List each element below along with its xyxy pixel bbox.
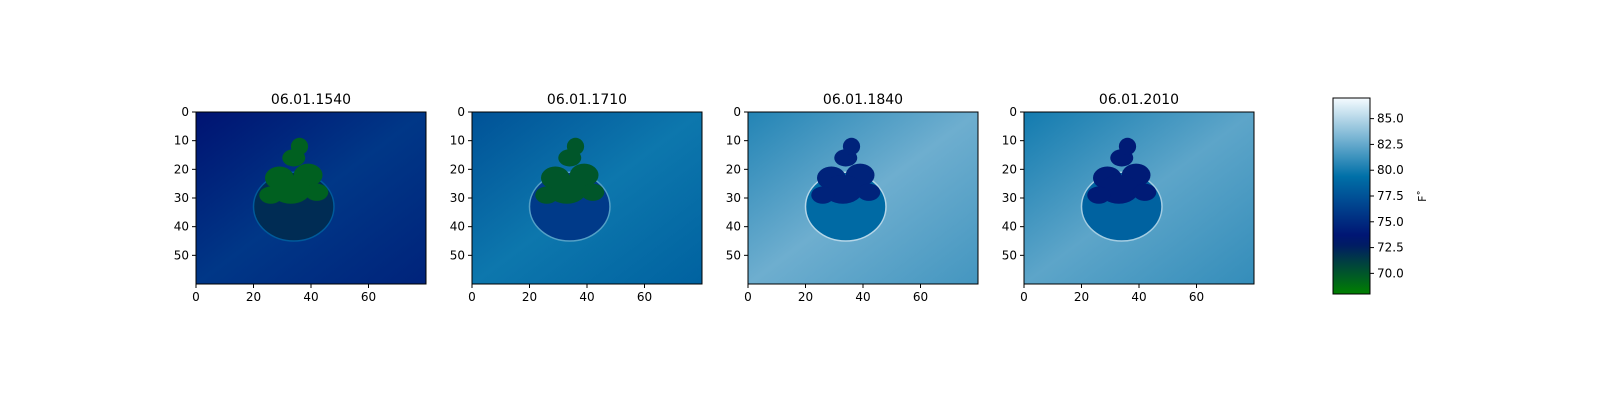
y-tick-label: 40 <box>450 220 465 234</box>
x-tick-label: 60 <box>637 290 652 304</box>
plant-region <box>1087 186 1111 204</box>
x-tick-label: 0 <box>192 290 200 304</box>
y-tick-label: 10 <box>450 134 465 148</box>
y-tick-label: 0 <box>1009 105 1017 119</box>
plant-region <box>1133 183 1157 201</box>
x-tick-label: 40 <box>303 290 318 304</box>
y-tick-label: 20 <box>1002 162 1017 176</box>
plant-region <box>535 186 559 204</box>
panel-title: 06.01.1710 <box>547 92 627 108</box>
y-tick-label: 20 <box>450 162 465 176</box>
y-tick-label: 10 <box>726 134 741 148</box>
x-tick-label: 0 <box>744 290 752 304</box>
y-tick-label: 0 <box>181 105 189 119</box>
plant-region <box>259 186 283 204</box>
y-tick-label: 20 <box>726 162 741 176</box>
y-tick-label: 50 <box>1002 248 1017 262</box>
colorbar-tick-label: 77.5 <box>1377 189 1404 203</box>
x-tick-label: 60 <box>913 290 928 304</box>
plant-region <box>811 186 835 204</box>
y-tick-label: 30 <box>726 191 741 205</box>
colorbar-tick-label: 75.0 <box>1377 215 1404 229</box>
plant-region <box>305 183 329 201</box>
y-tick-label: 30 <box>450 191 465 205</box>
x-tick-label: 20 <box>246 290 261 304</box>
heatmap-panel-3: 06.01.1840 0 20 40 60 0 10 20 30 40 50 <box>726 92 979 304</box>
x-tick-label: 40 <box>1131 290 1146 304</box>
heatmap-panel-1: 06.01.1540 0 20 40 60 0 10 20 30 40 50 <box>174 92 427 304</box>
x-tick-label: 60 <box>361 290 376 304</box>
plant-region <box>581 183 605 201</box>
y-tick-label: 10 <box>174 134 189 148</box>
colorbar-gradient <box>1332 97 1371 295</box>
x-tick-label: 20 <box>798 290 813 304</box>
y-tick-label: 50 <box>450 248 465 262</box>
colorbar-tick-label: 80.0 <box>1377 163 1404 177</box>
colorbar-tick-label: 85.0 <box>1377 112 1404 126</box>
y-tick-label: 50 <box>174 248 189 262</box>
y-tick-label: 10 <box>1002 134 1017 148</box>
heatmap-panel-2: 06.01.1710 0 20 40 60 0 10 20 30 40 50 <box>450 92 703 304</box>
colorbar: 70.0 72.5 75.0 77.5 80.0 82.5 85.0 F˚ <box>1332 97 1429 295</box>
plant-region <box>842 137 861 155</box>
y-tick-label: 40 <box>726 220 741 234</box>
heatmap-panel-4: 06.01.2010 0 20 40 60 0 10 20 30 40 50 <box>1002 92 1255 304</box>
y-tick-label: 30 <box>174 191 189 205</box>
x-tick-label: 40 <box>855 290 870 304</box>
y-tick-label: 40 <box>174 220 189 234</box>
plant-region <box>290 137 309 155</box>
colorbar-tick-label: 72.5 <box>1377 241 1404 255</box>
x-tick-label: 0 <box>1020 290 1028 304</box>
x-tick-label: 20 <box>1074 290 1089 304</box>
x-tick-label: 40 <box>579 290 594 304</box>
colorbar-tick-label: 82.5 <box>1377 137 1404 151</box>
y-tick-label: 0 <box>457 105 465 119</box>
x-tick-label: 20 <box>522 290 537 304</box>
y-tick-label: 40 <box>1002 220 1017 234</box>
panel-title: 06.01.1840 <box>823 92 903 108</box>
y-tick-label: 0 <box>733 105 741 119</box>
y-tick-label: 30 <box>1002 191 1017 205</box>
colorbar-tick-label: 70.0 <box>1377 266 1404 280</box>
panel-title: 06.01.2010 <box>1099 92 1179 108</box>
plant-region <box>1118 137 1137 155</box>
colorbar-label: F˚ <box>1416 190 1429 202</box>
x-tick-label: 0 <box>468 290 476 304</box>
plant-region <box>857 183 881 201</box>
panel-title: 06.01.1540 <box>271 92 351 108</box>
y-tick-label: 50 <box>726 248 741 262</box>
plant-region <box>566 137 585 155</box>
heatmap-panels: 06.01.1540 0 20 40 60 0 10 20 30 40 50 06.01.1710 0 2… <box>174 92 1255 304</box>
x-tick-label: 60 <box>1189 290 1204 304</box>
y-tick-label: 20 <box>174 162 189 176</box>
